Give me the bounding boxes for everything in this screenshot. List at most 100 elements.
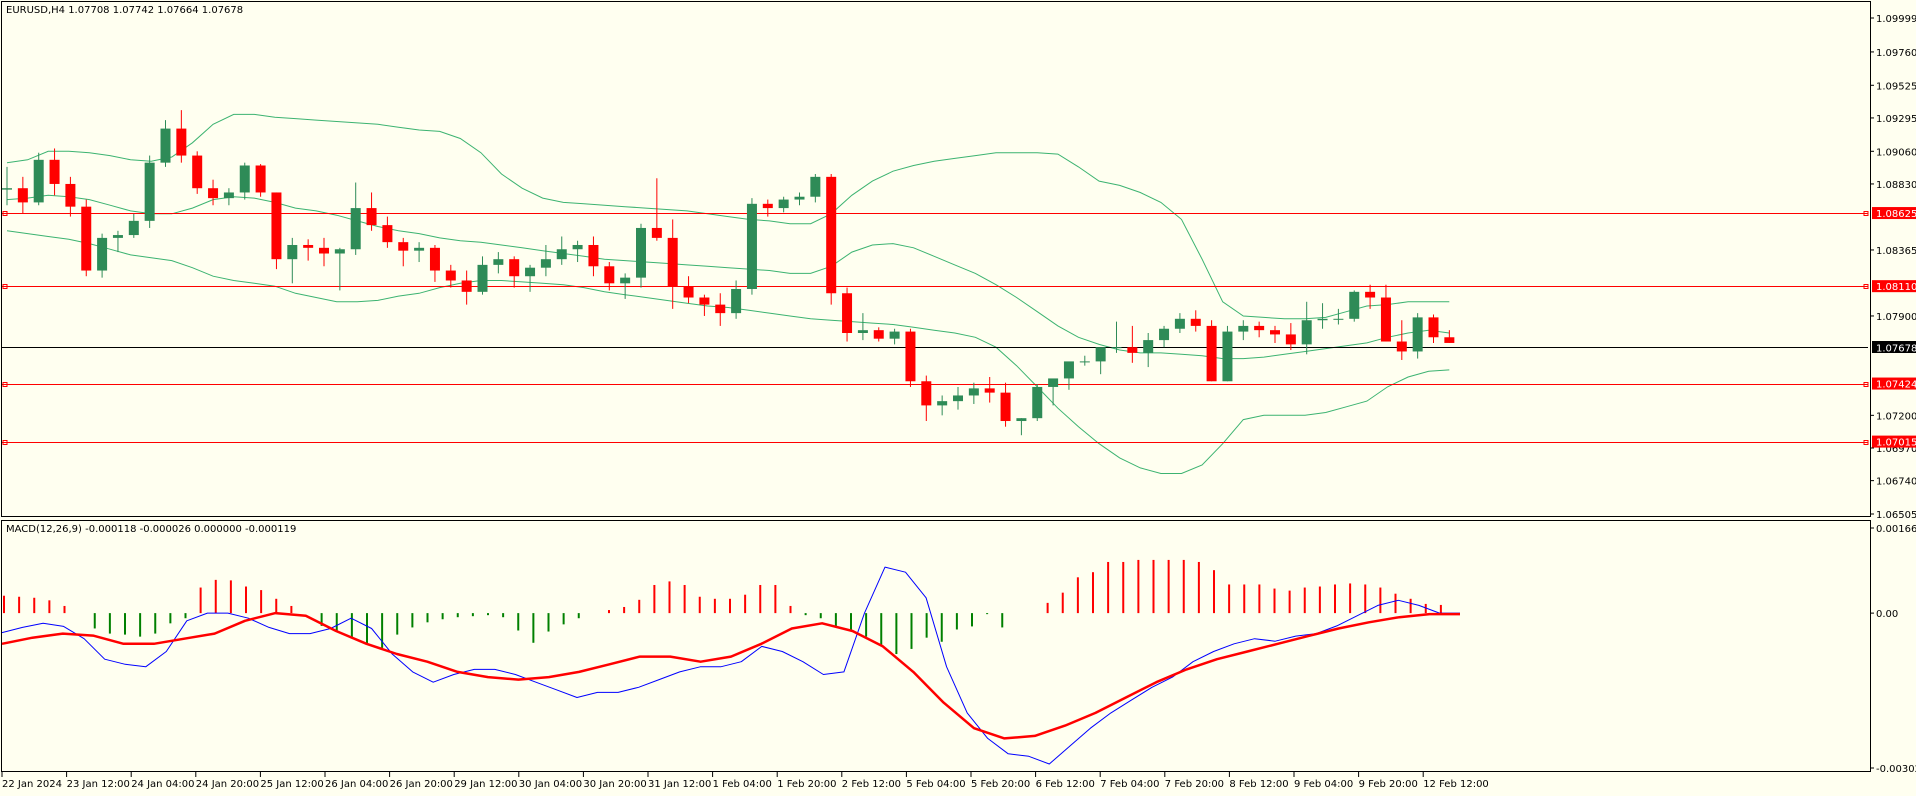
candle	[160, 120, 171, 167]
candle-body	[1270, 330, 1280, 335]
candle	[192, 151, 203, 194]
candle-body	[509, 259, 520, 277]
price-tick-label: 1.06740	[1876, 477, 1916, 488]
candle-body	[984, 388, 995, 393]
level-price-box-0	[1872, 207, 1916, 220]
candle-body	[715, 304, 726, 314]
candle-body	[540, 259, 551, 268]
candle-body	[1333, 318, 1344, 320]
candle-body	[636, 227, 646, 278]
candle	[746, 198, 757, 295]
candle-body	[223, 192, 234, 199]
candle	[176, 110, 187, 163]
candle	[33, 152, 44, 206]
macd-header: MACD(12,26,9) -0.000118 -0.000026 0.0000…	[6, 524, 296, 535]
candle	[937, 395, 948, 416]
candle	[1301, 301, 1312, 355]
time-tick-label: 8 Feb 12:00	[1229, 779, 1288, 790]
candle-body	[239, 165, 250, 193]
candle	[81, 199, 92, 277]
level-handle-right-1	[1863, 284, 1869, 289]
candle-body	[778, 199, 789, 209]
candle-body	[255, 165, 266, 193]
candle	[1016, 418, 1027, 436]
macd-tick-label: 0.00	[1876, 609, 1898, 620]
bollinger-lower-line	[6, 230, 1450, 474]
candle-body	[857, 330, 868, 334]
candle	[826, 174, 837, 305]
horizontal-levels[interactable]	[2, 211, 1869, 445]
time-axis[interactable]: 22 Jan 2024 23 Jan 12:00 24 Jan 04:00 24 Ja…	[1, 772, 1489, 790]
candle	[334, 247, 345, 291]
candle-body	[937, 401, 948, 406]
candle	[604, 262, 615, 291]
candle-body	[731, 288, 742, 314]
level-price-label: 1.07015	[1876, 438, 1916, 449]
time-tick-label: 22 Jan 2024	[2, 779, 62, 790]
level-price-label: 1.08625	[1876, 209, 1916, 220]
candle-body	[588, 244, 599, 267]
price-tick-label: 1.09760	[1876, 48, 1916, 59]
candle-body	[921, 381, 932, 406]
level-handle-right-0	[1863, 211, 1869, 216]
time-tick-label: 29 Jan 12:00	[454, 779, 517, 790]
candle	[208, 179, 219, 206]
candle	[1111, 321, 1122, 353]
candle	[493, 252, 504, 274]
candle	[382, 216, 393, 248]
candle	[1095, 347, 1106, 375]
main-pane[interactable]	[1, 1, 1871, 517]
candle-body	[1254, 325, 1265, 331]
candle-body	[334, 249, 345, 254]
macd-pane[interactable]	[1, 520, 1871, 772]
candle	[889, 328, 900, 345]
macd-tick-label: 0.001664	[1876, 524, 1916, 535]
candle-body	[144, 162, 155, 221]
price-tick-label: 1.09999	[1876, 14, 1916, 25]
candle-body	[746, 203, 757, 289]
time-tick-label: 24 Jan 04:00	[131, 779, 194, 790]
candle-body	[398, 242, 409, 251]
candle-body	[1301, 320, 1312, 345]
signal-line	[1, 611, 1460, 740]
candle-body	[17, 188, 28, 203]
candle	[778, 196, 789, 213]
candle-body	[683, 286, 694, 298]
candle-body	[81, 206, 92, 271]
time-tick-label: 1 Feb 20:00	[777, 779, 836, 790]
time-tick-label: 6 Feb 12:00	[1036, 779, 1095, 790]
candle-body	[794, 196, 805, 200]
candle	[873, 327, 884, 342]
candle	[1333, 308, 1344, 325]
level-price-box-1	[1872, 280, 1916, 293]
candle-body	[176, 128, 187, 156]
price-tick-label: 1.07200	[1876, 411, 1916, 422]
candle-body	[1111, 347, 1122, 349]
candle	[953, 386, 963, 410]
time-tick-label: 7 Feb 20:00	[1165, 779, 1224, 790]
candle-body	[1396, 341, 1407, 352]
candle	[1174, 313, 1185, 334]
candle-body	[1000, 392, 1011, 422]
candle-body	[1159, 328, 1170, 341]
candle-body	[1032, 386, 1043, 419]
candle-body	[572, 244, 583, 250]
candle	[1143, 333, 1154, 368]
time-tick-label: 9 Feb 20:00	[1359, 779, 1418, 790]
candle	[255, 164, 266, 197]
candle-body	[287, 244, 298, 260]
price-axis[interactable]: 1.09999 1.09760 1.09525 1.09295 1.09060 1.088…	[1870, 14, 1916, 775]
candle	[2, 166, 12, 206]
candle-body	[65, 183, 76, 207]
candle-body	[905, 331, 916, 382]
candle	[984, 377, 995, 403]
candle	[1206, 320, 1217, 382]
candle-body	[1190, 318, 1201, 326]
level-price-label: 1.08110	[1876, 282, 1916, 293]
level-handle-right-2	[1863, 382, 1869, 387]
candle	[1000, 382, 1011, 427]
candle-body	[762, 203, 773, 209]
candle	[810, 174, 821, 203]
candle-body	[556, 249, 567, 260]
